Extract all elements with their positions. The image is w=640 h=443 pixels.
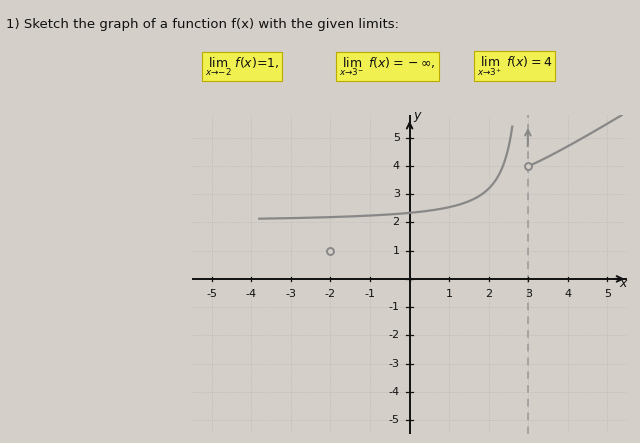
Text: $\lim_{x\to 3^-}$ $f(x) = -\infty$,: $\lim_{x\to 3^-}$ $f(x) = -\infty$,	[339, 55, 436, 78]
Text: -3: -3	[388, 358, 400, 369]
Text: -4: -4	[388, 387, 400, 397]
Text: -3: -3	[285, 289, 296, 299]
Text: 5: 5	[393, 133, 400, 143]
Text: 3: 3	[393, 189, 400, 199]
Text: -5: -5	[206, 289, 218, 299]
Text: 1: 1	[445, 289, 452, 299]
Text: -4: -4	[246, 289, 257, 299]
Text: -2: -2	[388, 330, 400, 340]
Text: 1: 1	[393, 246, 400, 256]
Text: -2: -2	[325, 289, 336, 299]
Text: 4: 4	[564, 289, 572, 299]
Text: -1: -1	[388, 302, 400, 312]
Text: 2: 2	[485, 289, 492, 299]
Text: 1) Sketch the graph of a function f(x) with the given limits:: 1) Sketch the graph of a function f(x) w…	[6, 18, 399, 31]
Text: y: y	[413, 109, 420, 122]
Text: 5: 5	[604, 289, 611, 299]
Text: -5: -5	[388, 415, 400, 425]
Text: 4: 4	[392, 161, 400, 171]
Text: $\lim_{x\to 3^+}$ $f(x) = 4$: $\lim_{x\to 3^+}$ $f(x) = 4$	[477, 54, 552, 78]
Text: $\lim_{x\to -2}$ $f(x) = 1$,: $\lim_{x\to -2}$ $f(x) = 1$,	[205, 55, 279, 78]
Text: 3: 3	[525, 289, 532, 299]
Text: 2: 2	[392, 218, 400, 227]
Text: x: x	[620, 277, 627, 290]
Text: -1: -1	[365, 289, 376, 299]
